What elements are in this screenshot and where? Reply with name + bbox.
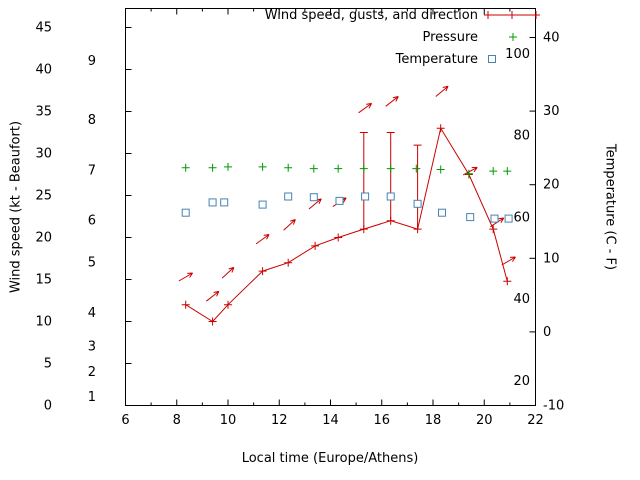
svg-text:30: 30: [543, 104, 560, 119]
svg-text:40: 40: [35, 63, 52, 78]
svg-text:20: 20: [513, 374, 530, 389]
legend-sample-temperature-square-icon: [488, 55, 496, 63]
svg-text:100: 100: [505, 47, 530, 62]
svg-text:10: 10: [543, 251, 560, 266]
left-axis-title: Wind speed (kt - Beaufort): [8, 120, 24, 294]
svg-text:14: 14: [322, 413, 339, 428]
legend-sample-pressure-plus-icon: [509, 33, 517, 41]
plot-border: [125, 8, 536, 406]
svg-text:4: 4: [88, 306, 96, 321]
svg-text:10: 10: [35, 315, 52, 330]
svg-text:80: 80: [513, 129, 530, 144]
legend-sample-wind-line-icon: [484, 11, 540, 19]
svg-text:9: 9: [88, 54, 96, 69]
svg-text:16: 16: [373, 413, 390, 428]
svg-text:12: 12: [271, 413, 288, 428]
legend-label-temperature: Temperature: [395, 52, 478, 67]
svg-text:0: 0: [44, 399, 52, 414]
svg-text:18: 18: [425, 413, 442, 428]
axes: [125, 8, 536, 406]
svg-text:30: 30: [35, 147, 52, 162]
svg-text:20: 20: [476, 413, 493, 428]
svg-text:45: 45: [35, 21, 52, 36]
svg-text:35: 35: [35, 105, 52, 120]
svg-text:25: 25: [35, 189, 52, 204]
series-wind: [181, 124, 512, 326]
svg-text:40: 40: [543, 31, 560, 46]
svg-text:5: 5: [88, 256, 96, 271]
svg-text:40: 40: [513, 292, 530, 307]
series-temperature: [181, 192, 513, 223]
svg-text:7: 7: [88, 163, 96, 178]
legend-label-wind: Wind speed, gusts, and direction: [264, 8, 478, 23]
series-wind-direction: [178, 85, 516, 302]
svg-text:20: 20: [543, 178, 560, 193]
svg-text:20: 20: [35, 231, 52, 246]
svg-text:2: 2: [88, 365, 96, 380]
x-axis-title: Local time (Europe/Athens): [241, 451, 419, 466]
svg-text:0: 0: [543, 325, 551, 340]
series-pressure: [181, 162, 512, 178]
svg-text:22: 22: [527, 413, 544, 428]
svg-text:8: 8: [173, 413, 181, 428]
svg-text:-10: -10: [543, 399, 564, 414]
tick-labels: 6 8 10 12 14 16 18 20 22051015202530354045123456…: [35, 21, 564, 429]
svg-text:3: 3: [88, 340, 96, 355]
right-axis-title: Temperature (C - F): [602, 143, 618, 271]
svg-text:10: 10: [220, 413, 237, 428]
svg-text:15: 15: [35, 273, 52, 288]
legend-label-pressure: Pressure: [422, 30, 478, 45]
svg-text:60: 60: [513, 210, 530, 225]
svg-text:1: 1: [88, 390, 96, 405]
svg-text:6: 6: [88, 214, 96, 229]
svg-text:8: 8: [88, 113, 96, 128]
svg-text:5: 5: [44, 357, 52, 372]
svg-text:6: 6: [121, 413, 129, 428]
